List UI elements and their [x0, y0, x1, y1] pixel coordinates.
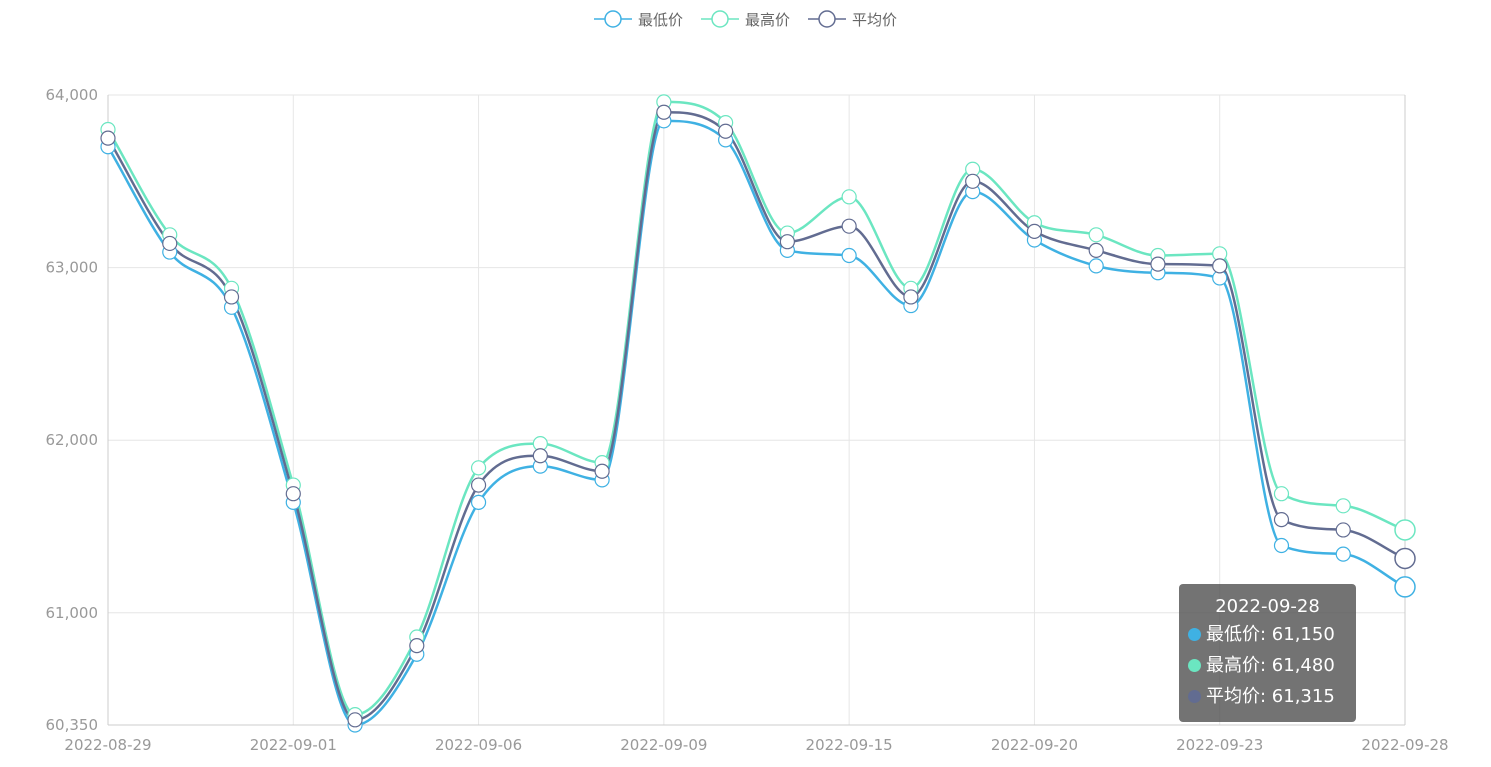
data-point-2: [1394, 547, 1416, 570]
tooltip: 2022-09-28 最低价: 61,150 最高价: 61,480 平均价: …: [1179, 584, 1356, 722]
data-point-2: [1088, 242, 1104, 258]
legend-label-max: 最高价: [744, 10, 790, 29]
tooltip-dot-avg: [1188, 690, 1201, 703]
data-point-0: [1273, 537, 1290, 554]
legend-item-max[interactable]: 最高价: [700, 8, 790, 30]
x-tick-label: 2022-09-09: [620, 736, 707, 754]
x-tick-label: 2022-09-23: [1176, 736, 1263, 754]
series-line-1: [106, 100, 1406, 716]
data-point-1: [1273, 486, 1290, 502]
data-point-2: [347, 712, 363, 728]
data-point-2: [903, 289, 919, 305]
tooltip-row-avg: 平均价: 61,315: [1179, 681, 1356, 712]
legend-label-avg: 平均价: [852, 10, 898, 29]
tooltip-label-min: 最低价: 61,150: [1206, 624, 1335, 645]
x-tick-label: 2022-08-29: [64, 736, 151, 754]
y-tick-label: 63,000: [46, 259, 99, 277]
data-point-2: [594, 463, 610, 479]
series-lines: [106, 100, 1406, 727]
data-point-1: [1394, 519, 1416, 541]
data-point-0: [841, 247, 857, 264]
data-point-2: [656, 104, 672, 120]
series-points: [100, 94, 1416, 733]
y-tick-label: 60,350: [46, 716, 99, 734]
x-tick-label: 2022-09-28: [1361, 736, 1448, 754]
y-tick-label: 61,000: [46, 604, 99, 622]
axes: 60,350 61,000 62,000 63,000 64,000 2022-08-29…: [46, 86, 1449, 754]
x-tick-label: 2022-09-06: [435, 736, 522, 754]
data-point-0: [1335, 546, 1351, 562]
legend-min-icon: [593, 10, 632, 28]
data-point-1: [1088, 227, 1104, 243]
legend: 最低价 最高价 平均价: [0, 8, 1491, 30]
data-point-2: [409, 638, 425, 654]
data-point-0: [470, 494, 487, 510]
data-point-2: [470, 477, 487, 493]
data-point-2: [718, 123, 734, 139]
tooltip-title: 2022-09-28: [1215, 596, 1320, 617]
data-point-0: [1394, 576, 1416, 598]
series-line-2: [106, 111, 1406, 722]
data-point-2: [1273, 512, 1290, 528]
y-tick-label: 62,000: [46, 431, 99, 449]
tooltip-dot-max: [1188, 659, 1201, 672]
x-tick-label: 2022-09-15: [806, 736, 893, 754]
data-point-2: [1335, 522, 1351, 538]
tooltip-label-avg: 平均价: 61,315: [1206, 686, 1335, 707]
data-point-2: [162, 235, 178, 252]
data-point-1: [841, 189, 857, 205]
y-tick-label: 64,000: [46, 86, 99, 104]
data-point-2: [1212, 258, 1228, 274]
tooltip-row-min: 最低价: 61,150: [1179, 619, 1356, 650]
legend-item-avg[interactable]: 平均价: [808, 8, 897, 30]
data-point-2: [965, 173, 981, 189]
tooltip-dot-min: [1188, 628, 1201, 641]
data-point-2: [223, 289, 240, 305]
data-point-2: [1026, 223, 1043, 239]
data-point-2: [532, 448, 548, 464]
tooltip-label-max: 最高价: 61,480: [1206, 655, 1335, 676]
series-line-0: [106, 119, 1406, 727]
data-point-2: [1150, 256, 1166, 272]
data-point-2: [841, 218, 857, 234]
legend-avg-icon: [808, 10, 846, 28]
data-point-2: [100, 130, 116, 146]
data-point-0: [1088, 258, 1104, 274]
tooltip-row-max: 最高价: 61,480: [1179, 650, 1356, 681]
legend-label-min: 最低价: [637, 10, 683, 29]
legend-max-icon: [700, 10, 739, 28]
x-tick-label: 2022-09-01: [250, 736, 337, 754]
data-point-1: [1335, 498, 1351, 514]
data-point-1: [470, 460, 487, 476]
data-point-2: [779, 234, 795, 250]
data-point-2: [285, 486, 301, 502]
x-tick-label: 2022-09-20: [991, 736, 1078, 754]
legend-item-min[interactable]: 最低价: [593, 8, 683, 30]
